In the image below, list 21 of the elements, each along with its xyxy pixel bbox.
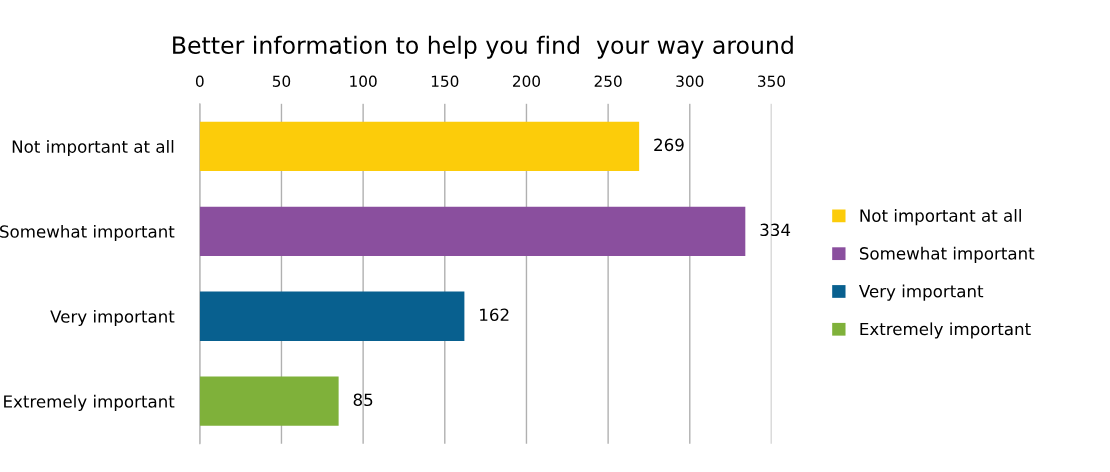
x-tick-label: 100 <box>350 75 377 87</box>
data-label: 162 <box>480 308 509 322</box>
legend-label: Not important at all <box>860 209 1021 226</box>
x-tick-label: 300 <box>676 75 704 87</box>
data-label: 269 <box>654 138 684 152</box>
legend-label: Somewhat important <box>859 246 1035 263</box>
legend-label: Very important <box>858 284 984 301</box>
y-tick-label: Not important at all <box>12 139 174 157</box>
x-tick-label: 150 <box>431 75 459 87</box>
x-tick-label: 50 <box>272 75 291 87</box>
x-tick-label: 250 <box>594 75 622 87</box>
legend-label: Extremely important <box>860 322 1031 339</box>
x-tick-label: 350 <box>758 75 786 87</box>
y-tick-label: Extremely important <box>4 394 175 411</box>
chart-title: Better information to help you find your way around <box>173 35 793 59</box>
data-label: 334 <box>760 223 791 237</box>
y-tick-label: Very important <box>50 309 175 327</box>
x-tick-label: 0 <box>195 75 204 87</box>
data-label: 85 <box>353 393 373 407</box>
y-tick-label: Somewhat important <box>0 224 175 242</box>
x-tick-label: 200 <box>513 75 541 87</box>
